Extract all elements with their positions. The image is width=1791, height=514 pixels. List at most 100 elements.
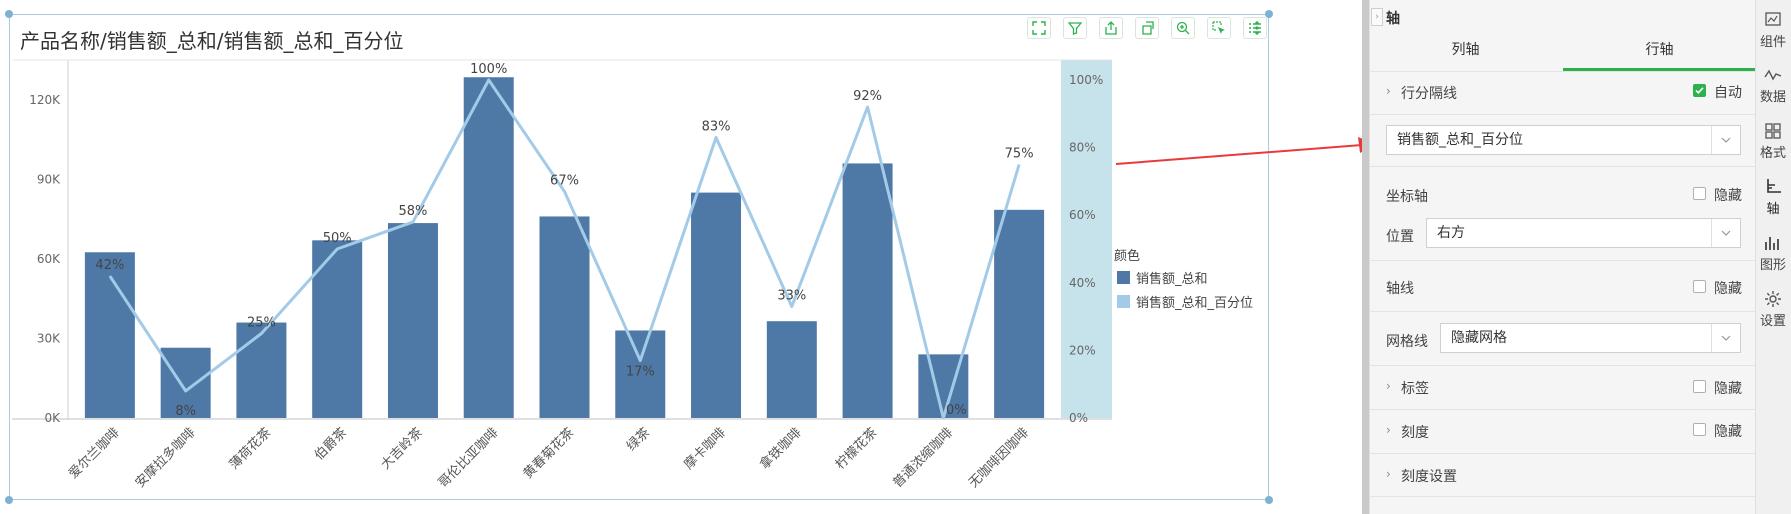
- select-button[interactable]: [1207, 17, 1231, 39]
- position-value: 右方: [1437, 225, 1465, 241]
- annotation-arrow: [1115, 137, 1376, 165]
- chevron-down-icon: [1711, 219, 1740, 247]
- bar: [994, 209, 1045, 418]
- combo-chart: 0K 30K 60K 90K 120K 0% 20% 40% 60% 80% 100% 42% 8% 25…: [12, 59, 1112, 491]
- row-divider-label[interactable]: 行分隔线: [1401, 86, 1457, 102]
- bar: [842, 163, 893, 418]
- tag-hide-checkbox[interactable]: [1693, 380, 1706, 393]
- axis-measure-select[interactable]: 销售额_总和_百分位: [1386, 125, 1741, 155]
- tab-row-axis[interactable]: 行轴: [1645, 42, 1674, 58]
- point-label: 8%: [175, 404, 196, 419]
- auto-checkbox-label: 自动: [1714, 85, 1742, 101]
- chart-widget[interactable]: [9, 14, 1269, 500]
- percent-line: [108, 78, 1021, 420]
- side-button-graph[interactable]: 图形: [1755, 225, 1791, 281]
- grid-line-select[interactable]: 隐藏网格: [1440, 323, 1741, 353]
- category-label: 无咖啡因咖啡: [966, 425, 1032, 491]
- category-label: 黄春菊花茶: [520, 425, 577, 482]
- resize-handle-bottom-right[interactable]: [1265, 496, 1273, 504]
- resize-handle-bottom-left[interactable]: [5, 496, 13, 504]
- chart-title: 产品名称/销售额_总和/销售额_总和_百分位: [20, 29, 404, 53]
- chevron-right-icon[interactable]: ›: [1386, 467, 1391, 481]
- coord-axis-hide-checkbox[interactable]: [1693, 187, 1706, 200]
- refresh-button[interactable]: [1135, 17, 1159, 39]
- right-tick-label: 0%: [1069, 411, 1088, 425]
- legend-item-bar[interactable]: 销售额_总和: [1117, 268, 1208, 287]
- axis-icon: [1767, 178, 1781, 193]
- legend-item-line[interactable]: 销售额_总和_百分位: [1117, 292, 1253, 311]
- category-label: 摩卡咖啡: [681, 425, 729, 473]
- category-label: 薄荷花茶: [226, 425, 274, 473]
- side-button-component[interactable]: 组件: [1755, 2, 1791, 58]
- panel-header: 轴: [1386, 11, 1400, 27]
- right-tick-label: 100%: [1069, 73, 1103, 87]
- category-label: 哥伦比亚咖啡: [436, 425, 502, 491]
- panel-splitter[interactable]: [1362, 0, 1369, 514]
- tag-label[interactable]: 标签: [1401, 381, 1429, 397]
- fullscreen-button[interactable]: [1027, 17, 1051, 39]
- bar: [615, 330, 666, 418]
- scale-hide-label: 隐藏: [1714, 424, 1742, 440]
- category-label: 拿铁咖啡: [757, 425, 805, 473]
- fullscreen-icon: [1032, 21, 1046, 35]
- chevron-down-icon: [1711, 126, 1740, 154]
- grid-line-value: 隐藏网格: [1451, 330, 1507, 346]
- divider: [1369, 71, 1755, 72]
- point-label: 25%: [247, 316, 276, 331]
- scale-settings-label[interactable]: 刻度设置: [1401, 469, 1457, 485]
- refresh-icon: [1142, 21, 1154, 35]
- chevron-right-icon[interactable]: ›: [1386, 379, 1391, 393]
- list-button[interactable]: [1243, 17, 1267, 39]
- chevron-right-icon[interactable]: ›: [1386, 84, 1391, 98]
- zoom-button[interactable]: [1171, 17, 1195, 39]
- left-tick-label: 120K: [29, 93, 61, 107]
- side-button-axis[interactable]: 轴: [1755, 169, 1791, 225]
- more-button[interactable]: [1251, 17, 1263, 39]
- category-label: 柠檬花茶: [832, 425, 880, 473]
- filter-button[interactable]: [1063, 17, 1087, 39]
- point-label: 58%: [399, 204, 428, 219]
- axis-line-hide-label: 隐藏: [1714, 281, 1742, 297]
- left-tick-label: 90K: [37, 172, 61, 186]
- scale-hide-checkbox[interactable]: [1693, 423, 1706, 436]
- divider: [1369, 453, 1755, 454]
- left-tick-label: 0K: [44, 411, 61, 425]
- right-axis-band: [1061, 60, 1112, 418]
- tab-column-axis[interactable]: 列轴: [1451, 42, 1480, 58]
- zoom-icon: [1176, 21, 1190, 35]
- side-button-data[interactable]: 数据: [1755, 57, 1791, 113]
- graph-icon: [1765, 236, 1779, 250]
- category-label: 伯爵茶: [311, 425, 350, 464]
- chevron-right-icon[interactable]: ›: [1386, 423, 1391, 437]
- export-button[interactable]: [1099, 17, 1123, 39]
- collapse-icon[interactable]: ›: [1371, 8, 1383, 26]
- resize-handle-top-right[interactable]: [1265, 10, 1273, 18]
- point-label: 75%: [1005, 147, 1034, 162]
- check-icon: [1695, 87, 1704, 94]
- point-label: 0%: [946, 403, 967, 418]
- resize-handle-top-left[interactable]: [5, 10, 13, 18]
- legend-title: 颜色: [1114, 249, 1141, 264]
- category-label: 爱尔兰咖啡: [66, 425, 123, 482]
- active-tab-indicator: [1563, 68, 1756, 71]
- position-select[interactable]: 右方: [1426, 218, 1741, 248]
- axis-line-hide-checkbox[interactable]: [1693, 280, 1706, 293]
- left-tick-label: 30K: [37, 331, 61, 345]
- point-label: 42%: [95, 258, 124, 273]
- bar: [463, 77, 514, 419]
- auto-checkbox[interactable]: [1693, 84, 1706, 97]
- bar: [691, 192, 742, 418]
- divider: [1369, 496, 1755, 497]
- side-button-settings[interactable]: 设置: [1755, 281, 1791, 337]
- side-button-format[interactable]: 格式: [1755, 113, 1791, 169]
- category-label: 普通浓缩咖啡: [890, 425, 956, 491]
- divider: [1369, 365, 1755, 366]
- left-tick-label: 60K: [37, 252, 61, 266]
- divider: [1369, 409, 1755, 410]
- point-label: 50%: [323, 231, 352, 246]
- export-icon: [1105, 21, 1117, 35]
- data-icon: [1764, 69, 1782, 80]
- coord-axis-hide-label: 隐藏: [1714, 188, 1742, 204]
- category-label: 大吉岭茶: [378, 425, 426, 473]
- scale-label[interactable]: 刻度: [1401, 425, 1429, 441]
